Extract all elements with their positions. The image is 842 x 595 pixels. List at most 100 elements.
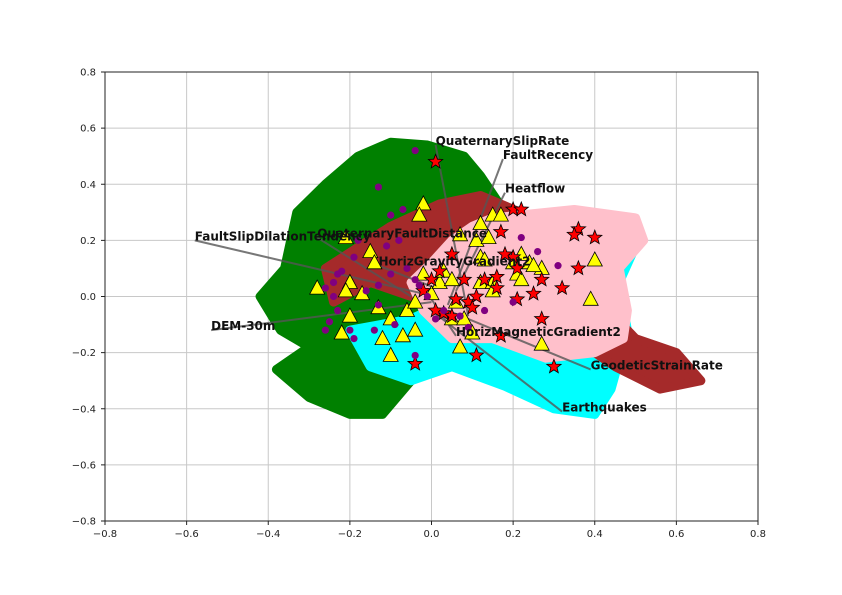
variable-label: DEM-30m — [211, 319, 275, 333]
loading-line — [430, 309, 563, 413]
star-point — [431, 262, 448, 279]
star-point — [406, 355, 424, 371]
triangle-point — [451, 225, 469, 242]
star-point — [423, 271, 440, 287]
triangle-point — [492, 206, 510, 222]
triangle-point — [366, 253, 383, 270]
triangle-point — [337, 228, 354, 245]
star-point — [509, 290, 526, 307]
triangle-point — [525, 256, 542, 273]
triangle-point — [398, 301, 416, 317]
triangle-point — [407, 293, 424, 309]
triangle-point — [464, 324, 481, 340]
y-tick-label: 0.8 — [80, 68, 96, 79]
triangle-point — [362, 242, 379, 259]
star-point — [545, 358, 563, 374]
circle-point — [411, 146, 419, 155]
circle-point — [325, 318, 334, 326]
triangle-point — [382, 346, 399, 362]
circle-point — [321, 326, 329, 334]
x-tick-label: 0.6 — [668, 529, 684, 540]
circle-point — [387, 211, 395, 219]
star-point — [566, 226, 583, 242]
triangle-point — [407, 321, 424, 337]
circle-point — [334, 270, 342, 278]
variable-label: FaultSlipDilationTendency — [195, 229, 371, 243]
star-point — [496, 245, 514, 262]
circle-point — [354, 236, 362, 244]
circle-point — [399, 205, 407, 214]
y-tick-label: 0.6 — [80, 124, 96, 135]
y-tick-label: 0.2 — [80, 236, 96, 247]
star-point — [492, 327, 510, 343]
circle-point — [395, 236, 403, 244]
star-point — [443, 245, 461, 262]
triangle-point — [451, 338, 469, 354]
circle-point — [423, 292, 432, 301]
circle-point — [374, 301, 383, 309]
circle-point — [362, 287, 370, 295]
triangle-point — [513, 270, 530, 287]
variable-label: QuaternarySlipRate — [436, 134, 570, 148]
triangle-point — [309, 279, 326, 295]
circle-point — [350, 253, 358, 261]
y-tick-label: −0.8 — [72, 517, 96, 528]
star-point — [586, 228, 603, 245]
y-tick-label: 0.0 — [80, 292, 96, 303]
star-point — [447, 290, 465, 307]
triangle-point — [476, 251, 493, 267]
star-point — [427, 301, 444, 318]
x-tick-label: −0.2 — [338, 529, 362, 540]
x-tick-label: 0.0 — [424, 529, 440, 540]
star-point — [570, 259, 587, 276]
y-tick-label: −0.6 — [72, 460, 96, 471]
circle-point — [387, 270, 395, 278]
circle-point — [480, 306, 489, 315]
circle-point — [554, 262, 562, 270]
loading-line — [194, 239, 424, 295]
circle-point — [431, 315, 440, 323]
triangle-point — [468, 231, 485, 247]
triangle-point — [443, 270, 461, 287]
circle-point — [517, 233, 525, 242]
triangle-point — [341, 307, 359, 323]
circle-point — [374, 281, 383, 289]
star-point — [525, 285, 542, 301]
circle-point — [534, 248, 542, 256]
loading-line — [447, 309, 592, 371]
variable-label: Earthquakes — [562, 401, 647, 415]
circle-point — [440, 306, 448, 315]
circle-point — [456, 312, 464, 320]
circle-point — [411, 351, 419, 360]
variable-label: QuaternaryFaultDistance — [317, 227, 487, 241]
star-point — [476, 271, 493, 287]
circle-point — [334, 306, 342, 315]
data-points — [309, 146, 603, 374]
triangle-point — [411, 206, 428, 222]
triangle-point — [415, 195, 432, 211]
y-tick-label: −0.4 — [72, 404, 96, 415]
x-tick-label: 0.4 — [587, 529, 603, 540]
circle-point — [346, 326, 354, 334]
circle-point — [509, 298, 517, 306]
variable-label: Heatflow — [505, 182, 565, 196]
y-tick-label: −0.2 — [72, 348, 96, 359]
variable-label: HorizGravityGradient2 — [378, 255, 530, 269]
triangle-point — [533, 335, 550, 351]
circle-point — [403, 264, 411, 273]
variable-label: HorizMagneticGradient2 — [456, 325, 621, 339]
variable-label: FaultRecency — [503, 148, 593, 162]
x-tick-label: −0.4 — [256, 529, 280, 540]
circle-point — [350, 334, 358, 343]
star-point — [513, 200, 530, 217]
circle-point — [415, 281, 423, 289]
star-point — [492, 223, 510, 239]
star-point — [533, 271, 550, 287]
triangle-point — [586, 251, 603, 267]
loading-line — [210, 301, 432, 332]
circle-point — [370, 326, 378, 334]
x-tick-label: 0.2 — [505, 529, 521, 540]
x-tick-label: 0.8 — [750, 529, 766, 540]
triangle-point — [480, 228, 497, 245]
